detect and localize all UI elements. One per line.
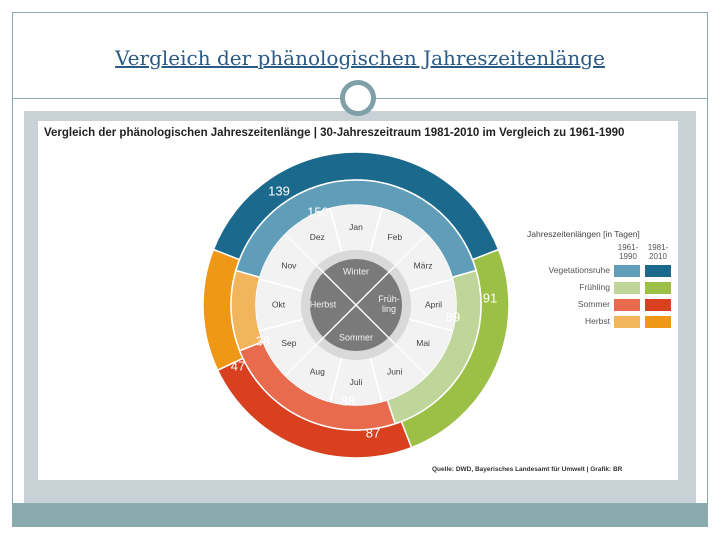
- value-label-outer-herbst: 47: [231, 358, 245, 373]
- frame-right-line: [707, 12, 708, 527]
- value-label-mid-sommer: 88: [341, 393, 355, 408]
- month-label-10: Nov: [281, 261, 297, 271]
- month-label-11: Dez: [310, 232, 325, 242]
- legend-swatch-sommer-1: [645, 299, 671, 311]
- month-label-5: Juni: [387, 366, 403, 376]
- month-divider: [369, 208, 383, 253]
- legend-swatch-vegetationsruhe-1: [645, 265, 671, 277]
- month-label-8: Sep: [281, 338, 296, 348]
- season-divider: [355, 265, 396, 306]
- season-label-3: Herbst: [310, 299, 337, 309]
- value-label-outer-sommer: 87: [366, 425, 380, 440]
- month-divider: [329, 208, 343, 253]
- month-divider: [394, 233, 428, 267]
- value-label-mid-vegetationsruhe: 150: [307, 204, 329, 219]
- legend-period-1961: 1961-1990: [617, 243, 639, 261]
- month-divider: [394, 343, 428, 377]
- month-label-4: Mai: [416, 338, 430, 348]
- season-label-0: Winter: [343, 266, 369, 276]
- figure-heading: Vergleich der phänologischen Jahreszeite…: [44, 127, 625, 139]
- legend-swatch-sommer-0: [614, 299, 640, 311]
- month-divider: [259, 318, 304, 332]
- legend-swatch-herbst-0: [614, 316, 640, 328]
- month-label-6: Juli: [350, 377, 363, 387]
- legend-label-sommer: Sommer: [577, 299, 610, 309]
- legend-swatch-vegetationsruhe-0: [614, 265, 640, 277]
- month-label-3: April: [425, 299, 442, 309]
- value-label-mid-herbst: 38: [256, 333, 270, 348]
- legend-swatch-herbst-1: [645, 316, 671, 328]
- month-label-1: Feb: [387, 232, 402, 242]
- legend-label-vegetationsruhe: Vegetationsruhe: [548, 265, 610, 275]
- season-divider: [316, 265, 357, 306]
- month-label-0: Jan: [349, 222, 363, 232]
- frame-top-line: [12, 12, 708, 13]
- legend-swatch-frühling-0: [614, 282, 640, 294]
- month-divider: [284, 343, 318, 377]
- month-divider: [408, 278, 453, 292]
- value-label-outer-vegetationsruhe: 139: [268, 183, 290, 198]
- legend-label-herbst: Herbst: [584, 316, 610, 326]
- season-divider: [316, 304, 357, 345]
- month-divider: [369, 357, 383, 402]
- month-divider: [408, 318, 453, 332]
- source-note: Quelle: DWD, Bayerisches Landesamt für U…: [432, 466, 623, 473]
- month-label-7: Aug: [310, 366, 325, 376]
- month-label-2: März: [414, 261, 433, 271]
- month-divider: [329, 357, 343, 402]
- legend-period-1981: 1981-2010: [647, 243, 669, 261]
- month-divider: [259, 278, 304, 292]
- season-label-1: Früh-ling: [378, 294, 400, 314]
- month-divider: [284, 233, 318, 267]
- legend-swatch-frühling-1: [645, 282, 671, 294]
- legend-title: Jahreszeitenlängen [in Tagen]: [527, 229, 640, 239]
- value-label-outer-frühling: 91: [483, 290, 497, 305]
- season-divider: [355, 304, 396, 345]
- frame-left-line: [12, 12, 13, 527]
- footer-bar: [12, 503, 708, 527]
- legend-label-frühling: Frühling: [579, 282, 610, 292]
- month-label-9: Okt: [272, 299, 286, 309]
- season-label-2: Sommer: [339, 332, 373, 342]
- value-label-mid-frühling: 89: [446, 309, 460, 324]
- ring-ornament-icon: [340, 80, 376, 116]
- slide-title: Vergleich der phänologischen Jahreszeite…: [115, 46, 605, 70]
